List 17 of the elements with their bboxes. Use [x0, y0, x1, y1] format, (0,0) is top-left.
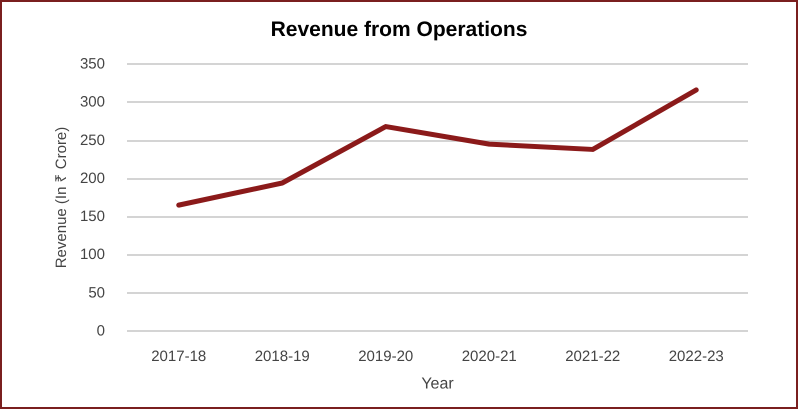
y-tick-label: 100: [80, 246, 105, 264]
y-tick-label: 0: [96, 322, 105, 340]
x-tick-label: 2022-23: [668, 348, 724, 365]
y-tick-label: 300: [80, 94, 105, 111]
chart-title: Revenue from Operations: [270, 18, 528, 41]
y-tick-label: 50: [88, 284, 105, 302]
y-tick-label: 350: [80, 56, 105, 72]
x-tick-label: 2021-22: [565, 348, 620, 365]
x-tick-label: 2019-20: [358, 348, 414, 365]
x-tick-label: 2018-19: [254, 348, 310, 365]
x-axis-title: Year: [421, 376, 454, 392]
x-tick-label: 2017-18: [151, 348, 206, 365]
y-tick-label: 250: [80, 132, 105, 149]
y-axis-title: Revenue (In ₹ Crore): [53, 126, 70, 268]
x-tick-label: 2020-21: [462, 348, 517, 365]
y-tick-label: 200: [80, 170, 105, 187]
y-tick-label: 150: [80, 208, 105, 226]
